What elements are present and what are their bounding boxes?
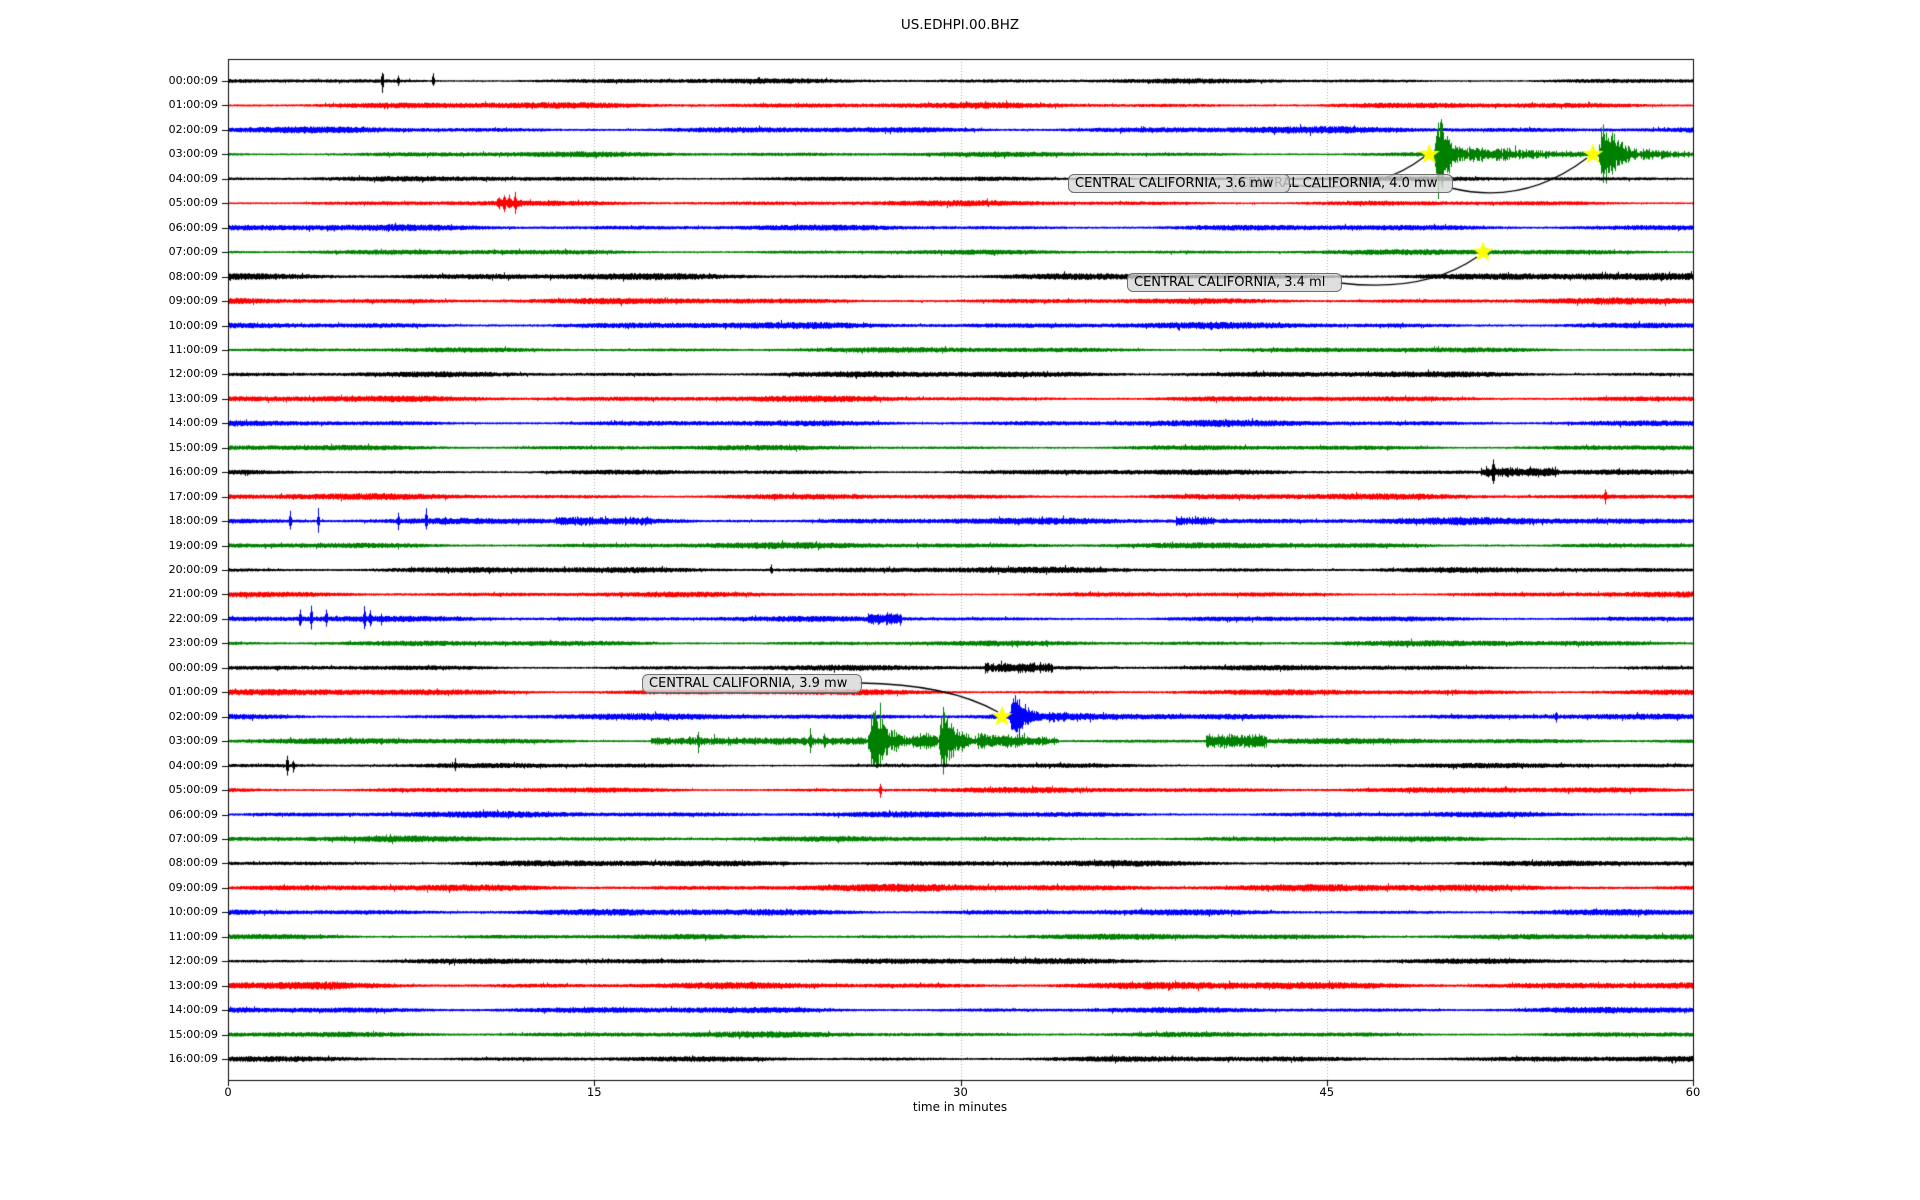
y-axis-label: 02:00:09 — [168, 122, 218, 136]
y-axis-label: 16:00:09 — [168, 1052, 218, 1065]
y-axis-label: 20:00:09 — [168, 563, 218, 576]
y-axis-label: 14:00:09 — [168, 1003, 218, 1017]
y-axis-label: 16:00:09 — [168, 465, 218, 479]
y-axis-label: 00:00:09 — [168, 74, 218, 87]
y-axis-label: 22:00:09 — [168, 611, 218, 625]
y-axis-label: 10:00:09 — [168, 905, 218, 919]
y-axis-label: 01:00:09 — [168, 685, 218, 699]
y-axis-label: 14:00:09 — [168, 416, 218, 430]
y-axis-label: 04:00:09 — [168, 171, 218, 185]
y-axis-label: 12:00:09 — [168, 367, 218, 381]
event-annotation: CENTRAL CALIFORNIA, 3.4 ml — [1127, 273, 1342, 292]
x-axis-tick-label: 15 — [586, 1085, 602, 1099]
x-axis-label: time in minutes — [912, 1100, 1008, 1114]
y-axis-label: 05:00:09 — [168, 196, 218, 210]
y-axis-label: 11:00:09 — [168, 342, 218, 356]
y-axis-label: 03:00:09 — [168, 147, 218, 161]
x-axis-tick-label: 0 — [224, 1085, 232, 1099]
y-axis-label: 21:00:09 — [168, 587, 218, 601]
y-axis-label: 18:00:09 — [168, 514, 218, 528]
y-axis-label: 02:00:09 — [168, 709, 218, 723]
y-axis-label: 00:00:09 — [168, 660, 218, 674]
y-axis-label: 06:00:09 — [168, 807, 218, 821]
y-axis-label: 12:00:09 — [168, 954, 218, 968]
y-axis-label: 09:00:09 — [168, 294, 218, 308]
y-axis-label: 04:00:09 — [168, 758, 218, 772]
y-axis-label: 15:00:09 — [168, 440, 218, 454]
y-axis-label: 01:00:09 — [168, 98, 218, 112]
y-axis-label: 08:00:09 — [168, 269, 218, 283]
y-axis-label: 17:00:09 — [168, 489, 218, 503]
y-axis-label: 10:00:09 — [168, 318, 218, 332]
y-axis-label: 13:00:09 — [168, 391, 218, 405]
y-axis-label: 15:00:09 — [168, 1027, 218, 1041]
x-axis-tick-label: 30 — [953, 1085, 968, 1099]
y-axis-label: 09:00:09 — [168, 880, 218, 894]
chart-title: US.EDHPI.00.BHZ — [900, 17, 1020, 33]
y-axis-label: 23:00:09 — [168, 636, 218, 650]
y-axis-label: 03:00:09 — [168, 734, 218, 748]
x-axis-tick-label: 45 — [1319, 1085, 1335, 1099]
y-axis-label: 13:00:09 — [168, 978, 218, 992]
event-annotation: CENTRAL CALIFORNIA, 3.9 mw — [642, 674, 862, 693]
y-axis-label: 05:00:09 — [168, 783, 218, 797]
y-axis-label: 06:00:09 — [168, 220, 218, 234]
y-axis-label: 07:00:09 — [168, 245, 218, 259]
x-axis-tick-label: 60 — [1685, 1085, 1701, 1099]
y-axis-label: 11:00:09 — [168, 929, 218, 943]
y-axis-label: 19:00:09 — [168, 538, 218, 552]
y-axis-label: 07:00:09 — [168, 831, 218, 845]
y-axis-label: 08:00:09 — [168, 856, 218, 870]
event-annotation: CENTRAL CALIFORNIA, 3.6 mw — [1068, 174, 1290, 193]
